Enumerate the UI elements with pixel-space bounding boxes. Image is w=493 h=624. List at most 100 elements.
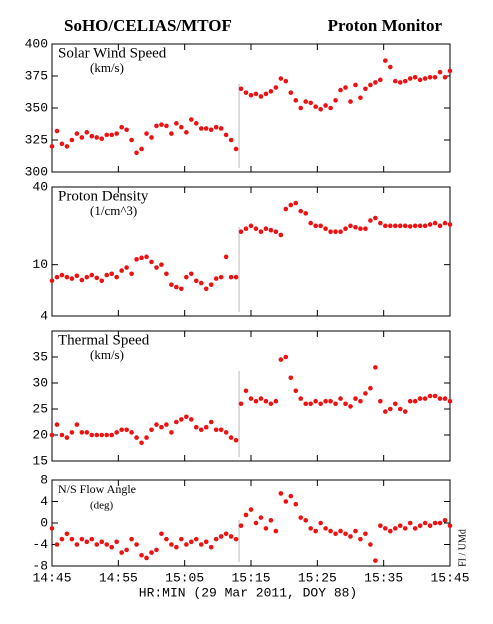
- data-point: [119, 268, 124, 273]
- data-point: [392, 78, 398, 84]
- data-point: [233, 146, 239, 152]
- panel-unit: (deg): [90, 500, 114, 512]
- x-tick-label: 15:45: [430, 570, 469, 585]
- data-point: [343, 401, 348, 407]
- data-point: [298, 105, 304, 111]
- data-point: [323, 398, 328, 404]
- x-tick-label: 15:15: [231, 570, 270, 585]
- data-point: [174, 419, 179, 425]
- data-point: [427, 222, 433, 227]
- data-point: [104, 132, 110, 138]
- data-point: [417, 523, 423, 528]
- data-point: [422, 520, 428, 526]
- data-point: [109, 432, 114, 438]
- data-point: [119, 550, 124, 555]
- data-point: [114, 430, 119, 435]
- data-point: [412, 398, 418, 404]
- data-point: [213, 427, 219, 433]
- data-point: [427, 523, 433, 528]
- data-point: [59, 272, 65, 278]
- data-point: [193, 424, 199, 430]
- data-point: [193, 121, 199, 126]
- y-tick-label: -4: [32, 537, 48, 552]
- data-point: [378, 220, 383, 226]
- y-tick-label: -8: [32, 558, 48, 573]
- data-point: [124, 265, 129, 270]
- data-point: [144, 435, 149, 440]
- data-point: [447, 68, 453, 74]
- data-point: [159, 531, 164, 537]
- data-point: [89, 272, 95, 278]
- data-point: [407, 520, 413, 526]
- data-point: [124, 427, 129, 433]
- data-point: [412, 526, 418, 531]
- data-point: [303, 211, 309, 216]
- data-point: [213, 276, 219, 281]
- data-point: [208, 544, 214, 550]
- data-point: [49, 144, 55, 149]
- data-point: [422, 223, 428, 229]
- data-point: [268, 401, 274, 407]
- data-point: [313, 398, 318, 404]
- data-point: [412, 223, 418, 229]
- y-tick-label: 40: [32, 179, 48, 194]
- data-point: [397, 406, 403, 412]
- data-point: [348, 99, 353, 104]
- data-point: [164, 271, 169, 277]
- data-point: [258, 94, 264, 99]
- data-point: [373, 558, 378, 563]
- data-point: [263, 398, 269, 404]
- data-point: [248, 92, 254, 98]
- data-point: [407, 398, 413, 404]
- data-point: [84, 539, 90, 545]
- data-point: [258, 396, 264, 401]
- data-point: [134, 150, 139, 156]
- data-point: [432, 74, 438, 80]
- data-point: [69, 137, 75, 143]
- data-point: [293, 388, 299, 394]
- data-point: [248, 396, 254, 401]
- data-point: [397, 80, 403, 85]
- data-point: [308, 401, 314, 407]
- data-point: [134, 257, 139, 262]
- data-point: [64, 531, 70, 537]
- data-point: [74, 542, 80, 547]
- data-point: [169, 542, 174, 547]
- data-point: [338, 229, 343, 235]
- data-point: [184, 542, 189, 547]
- data-point: [437, 223, 443, 229]
- data-point: [64, 274, 70, 280]
- data-point: [442, 518, 448, 523]
- data-point: [109, 132, 114, 138]
- data-point: [298, 208, 304, 214]
- y-tick-label: 20: [32, 427, 48, 442]
- data-point: [164, 123, 169, 129]
- data-point: [268, 518, 274, 523]
- data-point: [412, 74, 418, 80]
- data-point: [69, 430, 75, 435]
- data-point: [159, 122, 164, 127]
- data-point: [218, 534, 224, 539]
- data-point: [184, 414, 189, 420]
- x-tick-label: 15:35: [364, 570, 403, 585]
- data-point: [64, 435, 70, 440]
- data-point: [427, 74, 433, 80]
- data-point: [313, 223, 318, 229]
- data-point: [308, 220, 314, 226]
- data-point: [318, 401, 323, 407]
- x-tick-label: 14:55: [99, 570, 138, 585]
- data-point: [139, 146, 144, 152]
- data-point: [59, 141, 65, 147]
- data-point: [74, 422, 80, 427]
- data-point: [333, 229, 338, 235]
- data-point: [283, 499, 289, 504]
- data-point: [348, 404, 353, 409]
- data-point: [432, 220, 438, 226]
- panel-label: Thermal Speed: [58, 332, 150, 348]
- data-point: [84, 130, 90, 135]
- data-point: [94, 275, 100, 281]
- data-point: [397, 223, 403, 229]
- data-point: [79, 430, 85, 435]
- data-point: [383, 58, 388, 63]
